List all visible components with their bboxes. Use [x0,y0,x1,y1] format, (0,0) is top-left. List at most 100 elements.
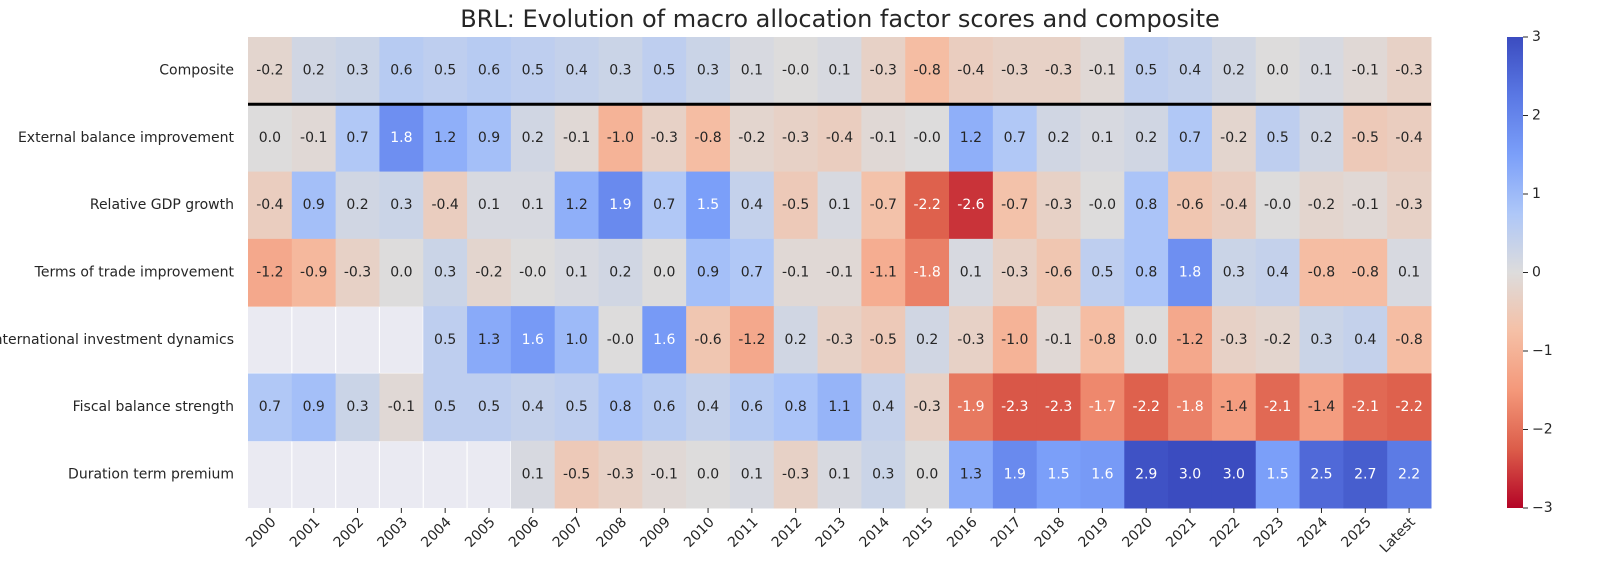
heatmap-cell [423,373,468,442]
colorbar-tick-label: 1 [1532,186,1541,202]
heatmap-cell [773,373,819,442]
cell-label: 1.2 [565,197,587,213]
heatmap-cell [1124,171,1169,240]
heatmap-cell [1211,440,1257,509]
heatmap-cell [861,306,906,374]
heatmap-cell [423,104,468,173]
cell-label: -1.9 [957,399,984,415]
cell-label: -1.0 [1001,332,1028,348]
cell-label: -0.3 [607,466,634,482]
heatmap-cell [554,171,600,240]
cell-label: -0.8 [913,63,940,79]
cell-label: -2.2 [1395,399,1422,415]
chart-title: BRL: Evolution of macro allocation facto… [460,5,1220,33]
heatmap-cell [335,238,380,307]
cell-label: 0.0 [697,466,719,482]
heatmap-cell [1387,373,1432,442]
x-tick-label: 2019 [1076,514,1113,551]
x-tick-label: 2003 [374,514,411,551]
cell-label: 0.1 [741,63,763,79]
heatmap-cell [248,171,293,240]
x-tick-label: 2017 [988,514,1025,551]
heatmap-cell [1343,104,1388,173]
heatmap-cell [1124,238,1169,307]
heatmap-cell [1255,373,1301,442]
cell-label: 1.3 [960,466,982,482]
heatmap-cell [1299,171,1344,240]
cell-label: 1.0 [565,332,587,348]
heatmap-cell [379,104,424,173]
cell-label: 0.1 [522,197,544,213]
cell-label: -0.2 [256,63,283,79]
cell-label: 0.9 [303,197,325,213]
heatmap-cell [1255,104,1301,173]
cell-label: 1.8 [1179,265,1201,281]
heatmap-cell [1255,238,1301,307]
y-tick-label: Relative GDP growth [90,197,234,213]
cell-label: 0.3 [1223,265,1245,281]
cell-label: -0.1 [1352,197,1379,213]
cell-label: 0.7 [259,399,281,415]
heatmap-cell [817,104,862,173]
heatmap-cell [1080,306,1125,374]
y-tick-label: International investment dynamics [0,332,234,348]
heatmap-cell [1211,171,1257,240]
cell-label: 0.3 [434,265,456,281]
cell-label: 1.3 [478,332,500,348]
cell-label: -1.7 [1089,399,1116,415]
heatmap-cell [1343,238,1388,307]
cell-label: -0.3 [1395,197,1422,213]
cell-label: -1.8 [913,265,940,281]
heatmap-cell [598,440,643,509]
heatmap-cell [1080,373,1125,442]
heatmap-cell [1080,238,1125,307]
heatmap-cell [248,238,293,307]
heatmap-cell [1299,306,1344,374]
heatmap-cell [642,104,687,173]
heatmap-cell [992,238,1038,307]
cell-label: 0.1 [960,265,982,281]
y-tick-label: External balance improvement [18,130,235,146]
heatmap-cell [861,440,906,509]
cell-label: 0.8 [1135,265,1157,281]
cell-label: -0.1 [1089,63,1116,79]
heatmap-cell [949,37,994,105]
heatmap-cell [248,37,293,105]
heatmap-cell [642,238,687,307]
cell-label: 0.0 [259,130,281,146]
cell-label: -1.2 [1176,332,1203,348]
heatmap-cell [642,306,687,374]
cell-label: -0.5 [563,466,590,482]
heatmap-cell [379,37,424,105]
cell-label: 0.9 [697,265,719,281]
cell-label: 2.9 [1135,466,1157,482]
cell-label: -0.6 [1045,265,1072,281]
x-tick-label: 2023 [1251,514,1288,551]
heatmap-cell [949,238,994,307]
x-tick-label: 2025 [1338,514,1375,551]
cell-label: 0.7 [1004,130,1026,146]
x-tick-label: 2004 [418,514,455,551]
cell-label: 0.3 [390,197,412,213]
cell-label: 0.2 [1223,63,1245,79]
cell-label: -0.5 [870,332,897,348]
heatmap-cell [510,37,556,105]
cell-label: -0.9 [300,265,327,281]
cell-label: -2.3 [1045,399,1072,415]
cell-label: -0.2 [1220,130,1247,146]
heatmap-cell [905,373,950,442]
heatmap-cell [1124,440,1169,509]
cell-label: -0.1 [388,399,415,415]
heatmap-cell [467,238,512,307]
cell-label: 1.6 [522,332,544,348]
x-tick-label: 2007 [550,514,587,551]
cell-label: 1.5 [1047,466,1069,482]
heatmap-cell [291,104,337,173]
cell-label: 0.4 [522,399,544,415]
cell-label: -0.1 [1045,332,1072,348]
heatmap-cell [992,373,1038,442]
heatmap-cell [467,306,512,374]
heatmap-cell [686,238,731,307]
heatmap-cell [1211,104,1257,173]
